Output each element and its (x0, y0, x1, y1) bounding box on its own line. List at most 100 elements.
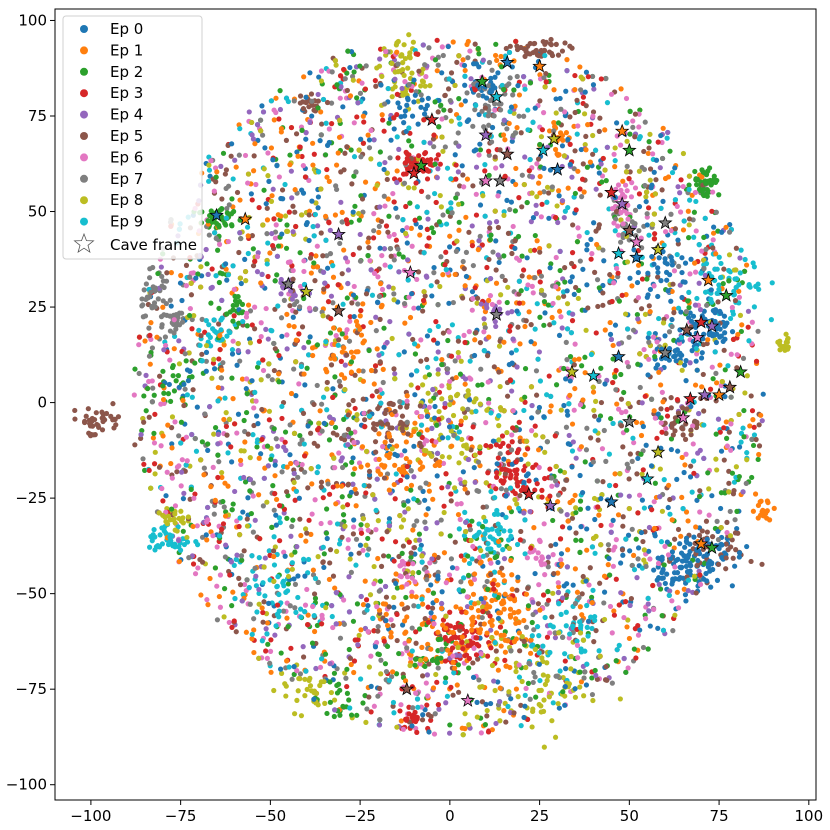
scatter-point-ep-5 (525, 585, 531, 591)
scatter-point-ep-0 (658, 278, 664, 284)
scatter-point-ep-5 (174, 469, 180, 475)
scatter-point-ep-2 (382, 661, 389, 667)
scatter-point-ep-2 (213, 174, 219, 180)
scatter-point-ep-5 (562, 265, 568, 271)
scatter-point-ep-8 (506, 689, 512, 695)
scatter-point-ep-8 (501, 212, 507, 219)
scatter-point-ep-8 (340, 504, 346, 510)
scatter-point-ep-8 (268, 198, 275, 204)
scatter-point-ep-2 (242, 479, 249, 485)
scatter-point-ep-5 (237, 582, 244, 588)
scatter-point-ep-9 (197, 342, 203, 349)
scatter-point-ep-4 (420, 42, 426, 48)
scatter-point-ep-1 (723, 419, 729, 425)
scatter-point-ep-1 (380, 366, 386, 372)
scatter-point-ep-2 (322, 152, 329, 158)
scatter-point-ep-9 (323, 237, 329, 243)
scatter-point-ep-9 (340, 301, 346, 307)
scatter-point-ep-3 (547, 493, 553, 499)
scatter-point-ep-1 (431, 614, 437, 621)
scatter-point-ep-5 (366, 483, 372, 489)
scatter-point-ep-0 (248, 191, 254, 197)
scatter-point-ep-5 (573, 530, 579, 536)
scatter-point-ep-9 (686, 289, 692, 295)
scatter-point-ep-6 (252, 304, 258, 310)
scatter-point-ep-2 (693, 176, 699, 182)
scatter-point-ep-5 (305, 485, 311, 491)
scatter-point-ep-1 (522, 452, 528, 458)
scatter-point-ep-5 (290, 276, 296, 282)
scatter-point-ep-9 (336, 541, 343, 547)
scatter-point-ep-2 (274, 272, 280, 278)
scatter-point-ep-5 (440, 330, 446, 336)
scatter-point-ep-9 (277, 519, 283, 526)
scatter-point-ep-7 (740, 355, 747, 362)
scatter-point-ep-7 (431, 270, 437, 276)
scatter-point-ep-7 (624, 163, 630, 169)
scatter-point-ep-8 (243, 278, 249, 284)
scatter-point-ep-1 (438, 605, 445, 612)
scatter-point-ep-4 (374, 476, 380, 482)
scatter-point-ep-0 (582, 89, 588, 95)
scatter-point-ep-0 (393, 205, 399, 211)
scatter-point-ep-8 (590, 132, 596, 139)
scatter-point-ep-1 (245, 302, 252, 308)
scatter-point-ep-2 (299, 127, 305, 133)
scatter-point-ep-3 (276, 116, 282, 122)
scatter-point-ep-7 (366, 145, 373, 151)
scatter-point-ep-4 (439, 600, 445, 607)
scatter-point-ep-0 (655, 265, 661, 271)
scatter-point-ep-9 (286, 664, 292, 670)
scatter-point-ep-1 (531, 525, 537, 531)
scatter-point-ep-2 (348, 712, 355, 718)
scatter-point-ep-2 (572, 190, 578, 197)
scatter-point-ep-6 (529, 283, 535, 289)
scatter-point-ep-2 (738, 328, 744, 335)
scatter-point-ep-2 (247, 488, 253, 494)
scatter-point-ep-4 (205, 504, 211, 511)
scatter-point-ep-8 (513, 668, 519, 675)
scatter-point-ep-0 (638, 529, 645, 536)
scatter-point-ep-5 (450, 692, 456, 698)
scatter-point-ep-0 (659, 554, 665, 560)
scatter-point-ep-8 (659, 508, 666, 514)
scatter-point-ep-5 (663, 430, 669, 437)
scatter-point-ep-9 (716, 282, 722, 288)
scatter-point-ep-5 (372, 427, 378, 433)
scatter-point-ep-2 (145, 385, 151, 392)
scatter-point-ep-8 (221, 614, 227, 620)
scatter-point-ep-5 (390, 401, 396, 407)
scatter-point-ep-9 (393, 471, 399, 477)
scatter-point-ep-5 (518, 528, 524, 535)
scatter-point-ep-7 (381, 101, 388, 107)
scatter-point-ep-0 (496, 259, 502, 266)
scatter-point-ep-5 (157, 373, 163, 379)
scatter-point-ep-5 (457, 183, 463, 189)
scatter-point-ep-0 (660, 568, 666, 574)
scatter-point-ep-1 (495, 667, 501, 673)
scatter-point-ep-7 (280, 608, 287, 614)
scatter-point-ep-4 (423, 273, 429, 279)
scatter-point-ep-6 (398, 452, 404, 458)
scatter-point-ep-1 (399, 601, 405, 607)
scatter-point-ep-8 (298, 713, 305, 719)
scatter-point-ep-5 (297, 93, 304, 99)
scatter-point-ep-6 (164, 469, 170, 475)
scatter-point-ep-1 (513, 165, 519, 172)
scatter-point-ep-3 (640, 467, 646, 473)
scatter-point-ep-1 (683, 509, 690, 515)
scatter-point-ep-1 (514, 125, 520, 131)
scatter-point-ep-8 (637, 351, 643, 357)
scatter-point-ep-5 (585, 305, 591, 311)
scatter-point-ep-2 (231, 208, 237, 215)
scatter-point-ep-5 (251, 422, 257, 429)
scatter-point-ep-0 (652, 533, 658, 539)
scatter-point-ep-7 (476, 488, 482, 494)
scatter-point-ep-2 (384, 643, 391, 650)
scatter-point-ep-5 (456, 689, 462, 695)
scatter-point-ep-6 (485, 379, 491, 385)
scatter-point-ep-8 (583, 327, 589, 333)
scatter-point-ep-0 (315, 194, 322, 200)
scatter-point-ep-9 (361, 482, 367, 489)
scatter-point-ep-5 (272, 346, 278, 352)
